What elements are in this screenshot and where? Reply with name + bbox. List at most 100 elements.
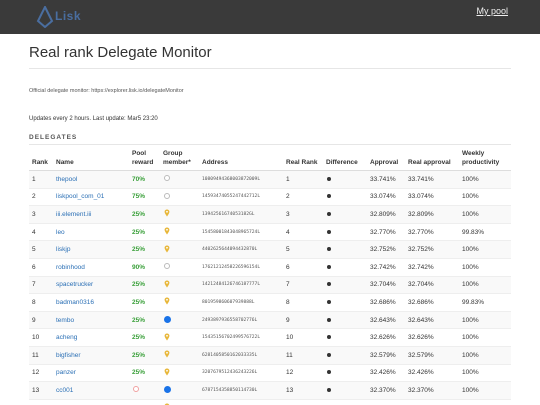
rank-cell: 4 [29,222,53,241]
delegate-name-link[interactable]: cc001 [56,386,74,394]
group-cell [160,205,199,224]
col-pool-reward[interactable]: Pool reward [129,148,160,171]
rank-cell: 1 [29,170,53,189]
address-cell: 2493897936558702776L [199,310,283,329]
col-address[interactable]: Address [199,148,283,171]
table-row: 3 iii.element.iii 25% 13942561674053182GL 3 3… [29,205,511,224]
group-cell [160,381,199,400]
section-divider [29,144,511,145]
group-cell [160,275,199,294]
delegate-name-link[interactable]: thepool [56,175,78,183]
pool-reward: 25% [132,369,146,377]
productivity-cell: 100% [459,345,511,365]
no-change-dot-icon [327,176,331,181]
group-none-icon [164,175,170,182]
table-row: 2 liskpool_com_01 75% 14593474055247442712L… [29,187,511,206]
real-rank-cell: 7 [283,275,323,294]
productivity-cell: 100% [459,398,511,405]
productivity-cell: 99.83% [459,293,511,312]
reward-cell: 25% [129,275,160,294]
delegate-name-link[interactable]: acheng [56,334,78,342]
no-change-dot-icon [327,194,331,199]
delegate-name-link[interactable]: liskpool_com_01 [56,193,105,201]
difference-cell [323,310,367,329]
productivity-cell: 100% [459,187,511,206]
group-pin-icon [163,368,170,378]
col-group-member[interactable]: Group member* [160,148,199,171]
pool-reward: 25% [132,334,146,342]
group-member-icon [164,315,171,323]
col-approval[interactable]: Approval [367,148,405,171]
rank-cell: 3 [29,205,53,224]
delegate-name-link[interactable]: liskjp [56,246,71,254]
group-pin-icon [163,209,170,219]
real-approval-cell: 32.770% [405,222,459,241]
pool-reward: 25% [132,298,146,306]
address-cell: 15458001843048965724L [199,222,283,241]
real-rank-cell: 6 [283,257,323,277]
table-row: 8 badman0316 25% 801959860607939888L 8 32.686… [29,293,511,312]
pool-reward: 90% [132,263,146,271]
delegate-name-link[interactable]: leo [56,228,65,236]
no-change-dot-icon [327,229,331,234]
rank-cell: 2 [29,187,53,206]
name-cell: spacetrucker [53,275,129,294]
productivity-cell: 99.83% [459,222,511,241]
rank-cell: 6 [29,257,53,277]
delegate-name-link[interactable]: badman0316 [56,298,94,306]
delegate-name-link[interactable]: bigfisher [56,351,81,359]
pool-reward: 25% [132,228,146,236]
difference-cell [323,345,367,365]
real-approval-cell: 32.809% [405,205,459,224]
group-pin-icon [163,333,170,343]
my-pool-link[interactable]: My pool [476,6,508,16]
productivity-cell: 100% [459,170,511,189]
official-monitor-note: Official delegate monitor: https://explo… [29,88,184,94]
col-real-rank[interactable]: Real Rank [283,148,323,171]
group-cell [160,328,199,347]
reward-cell: 70% [129,170,160,189]
group-pin-icon [163,350,170,360]
col-real-approval[interactable]: Real approval [405,148,459,171]
lisk-logo[interactable]: Lisk [36,6,96,28]
real-approval-cell: 32.354% [405,398,459,405]
delegate-name-link[interactable]: spacetrucker [56,281,94,289]
difference-cell [323,293,367,312]
rank-cell: 7 [29,275,53,294]
name-cell: rooney [53,398,129,405]
delegate-name-link[interactable]: robinhood [56,263,85,271]
col-rank[interactable]: Rank [29,148,53,171]
delegate-name-link[interactable]: iii.element.iii [56,210,92,218]
address-cell: 13942561674053182GL [199,205,283,224]
delegates-table: Rank Name Pool reward Group member* Addr… [29,148,511,405]
address-cell: 801959860607939888L [199,293,283,312]
approval-cell: 32.752% [367,240,405,259]
col-difference[interactable]: Difference [323,148,367,171]
section-heading: DELEGATES [29,134,78,141]
table-header-row: Rank Name Pool reward Group member* Addr… [29,148,511,171]
group-cell [160,187,199,206]
rank-cell: 12 [29,363,53,382]
address-cell: 17621212458226596154L [199,257,283,277]
approval-cell: 32.643% [367,310,405,329]
group-pin-icon [163,227,170,237]
productivity-cell: 100% [459,328,511,347]
reward-cell: 25% [129,240,160,259]
col-weekly-productivity[interactable]: Weekly productivity [459,148,511,171]
delegate-name-link[interactable]: panzer [56,369,76,377]
group-cell [160,345,199,365]
difference-cell [323,187,367,206]
col-name[interactable]: Name [53,148,129,171]
logo-text: Lisk [55,9,82,23]
productivity-cell: 100% [459,257,511,277]
reward-cell: 25% [129,310,160,329]
name-cell: liskpool_com_01 [53,187,129,206]
approval-cell: 32.354% [367,398,405,405]
approval-cell: 32.579% [367,345,405,365]
delegate-name-link[interactable]: tembo [56,316,75,324]
name-cell: tembo [53,310,129,329]
real-approval-cell: 32.426% [405,363,459,382]
real-rank-cell: 4 [283,222,323,241]
rank-cell: 10 [29,328,53,347]
real-rank-cell: 3 [283,205,323,224]
